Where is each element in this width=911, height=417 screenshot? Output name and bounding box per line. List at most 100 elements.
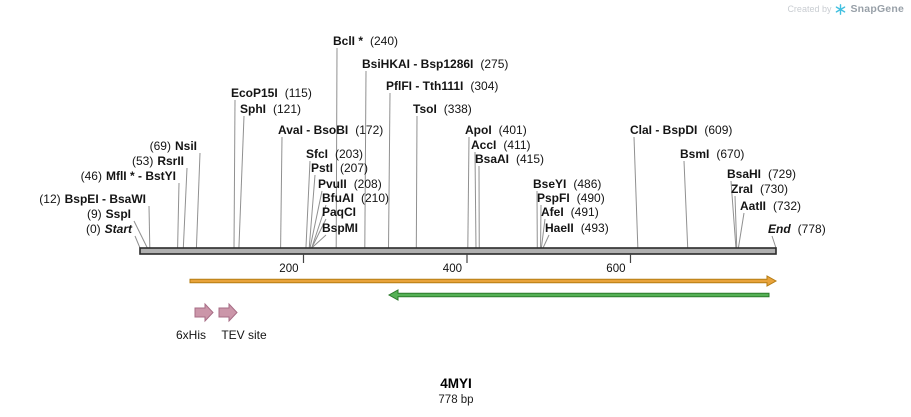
enzyme-position: (491) xyxy=(570,205,599,219)
enzyme-label: (46) MflI * - BstYI xyxy=(81,170,176,183)
enzyme-name: BspEI - BsaWI xyxy=(64,192,146,206)
enzyme-position: (208) xyxy=(353,177,382,191)
enzyme-label: (12) BspEI - BsaWI xyxy=(39,193,146,206)
enzyme-name: SfcI xyxy=(306,147,329,161)
construct-length: 778 bp xyxy=(438,394,474,406)
enzyme-name: RsrII xyxy=(157,154,184,168)
enzyme-position: (69) xyxy=(149,139,171,153)
enzyme-position: (729) xyxy=(768,167,797,181)
enzyme-name: PvuII xyxy=(318,177,347,191)
enzyme-label: BfuAI (210) xyxy=(322,192,389,205)
enzyme-position: (486) xyxy=(573,177,602,191)
enzyme-position: (415) xyxy=(516,152,545,166)
enzyme-label: EcoP15I (115) xyxy=(231,87,312,100)
enzyme-position: (12) xyxy=(39,192,61,206)
enzyme-name: PstI xyxy=(311,161,334,175)
enzyme-position: (778) xyxy=(797,222,826,236)
enzyme-name: HaeII xyxy=(545,221,574,235)
callout-line xyxy=(737,212,745,249)
callout-line xyxy=(177,182,180,249)
callout-line xyxy=(474,151,477,249)
enzyme-label: (53) RsrII xyxy=(132,155,184,168)
enzyme-name: BsiHKAI - Bsp1286I xyxy=(362,57,474,71)
enzyme-position: (172) xyxy=(355,123,384,137)
callout-line xyxy=(540,218,546,249)
enzyme-label: SphI (121) xyxy=(240,103,301,116)
enzyme-label: BsaHI (729) xyxy=(727,168,796,181)
callout-line xyxy=(311,234,327,249)
enzyme-label: BsaAI (415) xyxy=(475,153,544,166)
tag-arrow xyxy=(218,302,238,323)
feature-label: 6xHis xyxy=(175,328,207,342)
enzyme-name: AfeI xyxy=(541,205,564,219)
callout-line xyxy=(467,136,470,249)
enzyme-label: PaqCI xyxy=(322,206,356,219)
callout-line xyxy=(415,115,418,249)
enzyme-label: SfcI (203) xyxy=(306,148,363,161)
enzyme-name: AccI xyxy=(471,138,497,152)
enzyme-label: HaeII (493) xyxy=(545,222,609,235)
enzyme-name: BsaAI xyxy=(475,152,510,166)
feature-label: TEV site xyxy=(221,328,267,342)
enzyme-position: (121) xyxy=(273,102,302,116)
callout-line xyxy=(305,160,311,249)
enzyme-name: AatII xyxy=(740,199,767,213)
title-block: 4MYI 778 bp xyxy=(438,376,473,406)
callout-line xyxy=(633,136,639,249)
enzyme-position: (207) xyxy=(340,161,369,175)
callout-line xyxy=(309,190,323,249)
enzyme-position: (46) xyxy=(80,169,102,183)
enzyme-label: BclI * (240) xyxy=(333,35,398,48)
enzyme-position: (203) xyxy=(335,147,364,161)
enzyme-name: MflI * - BstYI xyxy=(105,169,176,183)
enzyme-label: AvaI - BsoBI (172) xyxy=(278,124,383,137)
enzyme-position: (670) xyxy=(716,147,745,161)
enzyme-label: PspFI (490) xyxy=(537,192,605,205)
callout-line xyxy=(148,205,151,249)
enzyme-position: (730) xyxy=(760,182,789,196)
callout-line xyxy=(134,235,141,249)
callout-line xyxy=(335,47,338,249)
enzyme-name: NsiI xyxy=(174,139,197,153)
enzyme-label: ApoI (401) xyxy=(465,124,527,137)
tag-arrow xyxy=(194,302,214,323)
callout-line xyxy=(280,136,283,249)
callout-line xyxy=(364,70,367,249)
construct-name: 4MYI xyxy=(440,376,472,391)
enzyme-name: ZraI xyxy=(731,182,754,196)
enzyme-name: PspFI xyxy=(537,191,570,205)
scale-tick-label: 200 xyxy=(279,263,298,275)
enzyme-position: (338) xyxy=(443,102,472,116)
callout-line xyxy=(308,174,316,249)
callout-line xyxy=(311,218,327,249)
enzyme-label: AfeI (491) xyxy=(541,206,599,219)
enzyme-position: (53) xyxy=(131,154,154,168)
enzyme-label: PflFI - Tth111I (304) xyxy=(386,80,498,93)
enzyme-label: BsmI (670) xyxy=(680,148,744,161)
enzyme-position: (240) xyxy=(370,34,399,48)
enzyme-position: (9) xyxy=(86,207,102,221)
enzyme-label: AccI (411) xyxy=(471,139,530,152)
callout-line xyxy=(238,115,245,249)
enzyme-name: TsoI xyxy=(413,102,437,116)
enzyme-label: (9) SspI xyxy=(87,208,131,221)
enzyme-name: BsaHI xyxy=(727,167,762,181)
enzyme-position: (304) xyxy=(470,79,499,93)
enzyme-label: AatII (732) xyxy=(740,200,801,213)
enzyme-name: BspMI xyxy=(322,221,358,235)
callout-line xyxy=(683,160,689,249)
scale-tick-label: 400 xyxy=(443,263,462,275)
enzyme-label: BspMI xyxy=(322,222,358,235)
enzyme-name: SspI xyxy=(105,207,131,221)
enzyme-position: (115) xyxy=(284,86,312,100)
callout-line xyxy=(182,167,188,249)
sequence-bar xyxy=(139,247,777,255)
callout-line xyxy=(233,99,236,249)
enzyme-position: (0) xyxy=(85,222,101,236)
enzyme-position: (411) xyxy=(503,138,531,152)
snapgene-logo-icon xyxy=(836,3,846,15)
enzyme-label: ZraI (730) xyxy=(731,183,788,196)
